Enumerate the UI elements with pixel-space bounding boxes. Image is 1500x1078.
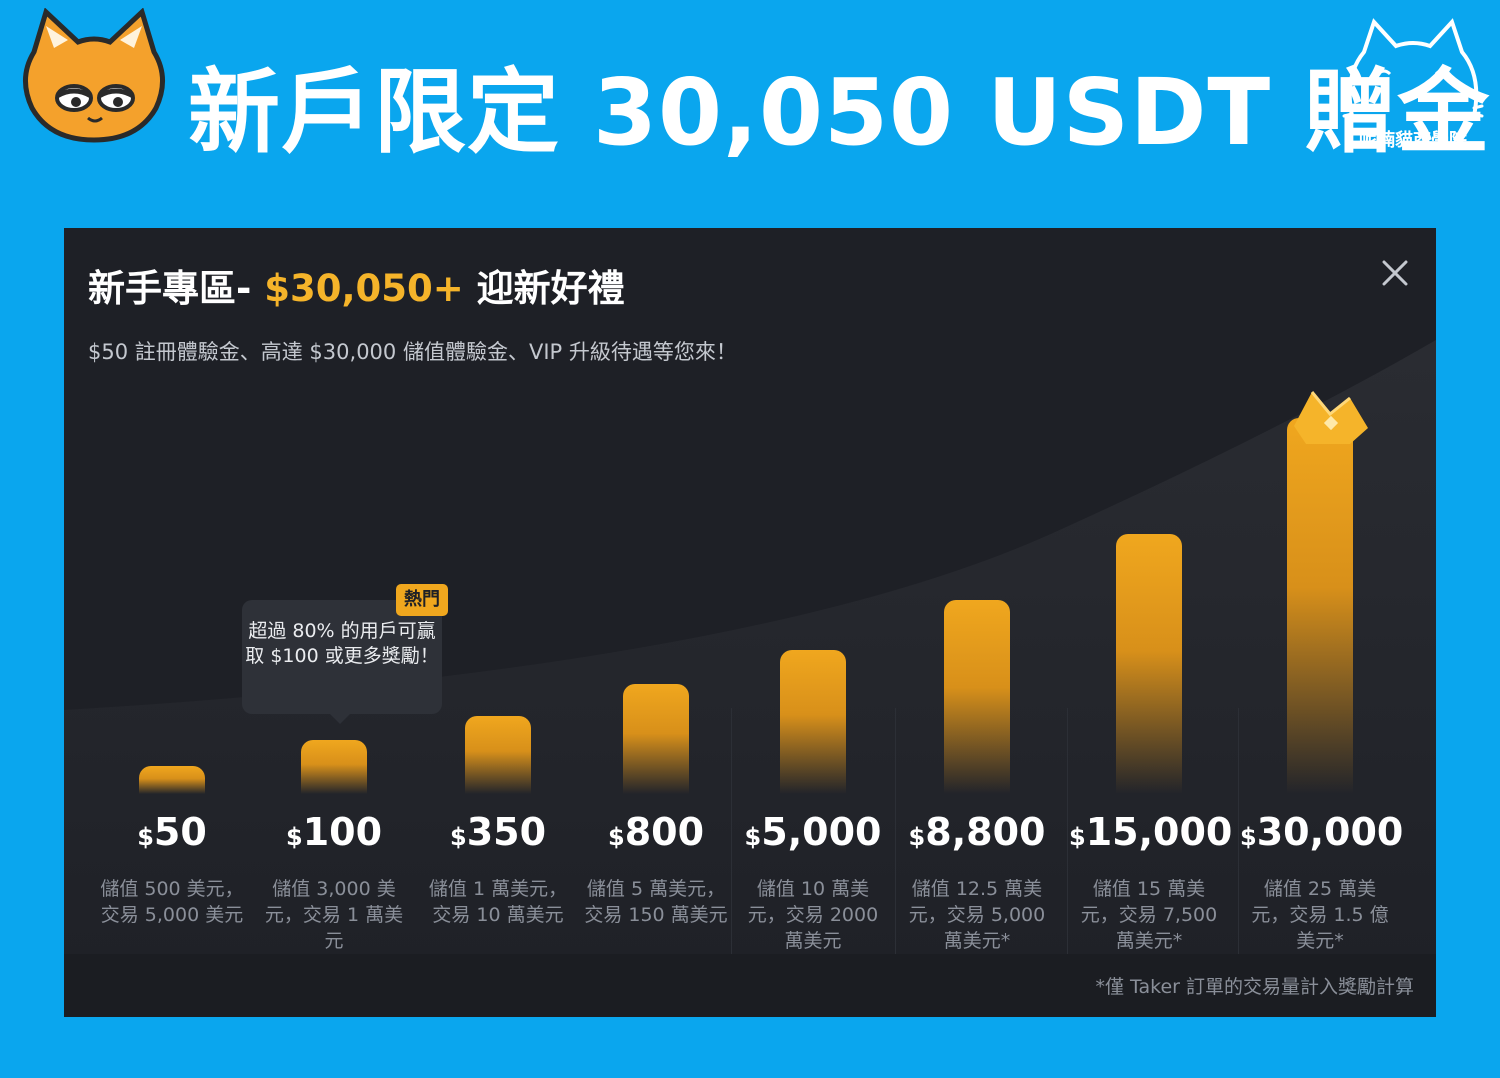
brand-logo: 呢喃貓商學院 — [1340, 16, 1486, 156]
bar-tier-8 — [1287, 418, 1353, 794]
heading-accent-amount: $30,050+ — [264, 267, 464, 310]
tier-value-4: $800 — [576, 810, 736, 854]
tier-description-1: 儲值 500 美元，交易 5,000 美元 — [100, 878, 244, 926]
banner-title: 新戶限定 30,050 USDT 贈金 — [188, 59, 1491, 166]
column-divider — [895, 708, 896, 954]
currency-symbol: $ — [744, 823, 762, 851]
tier-description-5: 儲值 10 萬美元，交易 2000 萬美元 — [747, 878, 879, 952]
currency-symbol: $ — [137, 823, 154, 851]
bar-tier-1 — [139, 766, 205, 794]
tier-amount: 100 — [302, 810, 383, 854]
currency-symbol: $ — [285, 823, 303, 851]
column-divider — [1067, 708, 1068, 954]
panel-subtitle: $50 註冊體驗金、高達 $30,000 儲值體驗金、VIP 升級待遇等您來！ — [88, 340, 737, 364]
tier-description-8: 儲值 25 萬美元，交易 1.5 億美元* — [1251, 878, 1389, 952]
bar-tier-3 — [465, 716, 531, 794]
bar-tier-2 — [301, 740, 367, 794]
tier-amount: 350 — [466, 810, 547, 854]
currency-symbol: $ — [1069, 823, 1086, 851]
currency-symbol: $ — [449, 823, 467, 851]
hot-badge: 熱門 — [396, 584, 448, 616]
newcomer-panel: 新手專區- $30,050+ 迎新好禮 $50 註冊體驗金、高達 $30,000… — [64, 228, 1436, 1017]
tier-value-8: $30,000 — [1240, 810, 1403, 854]
tier-value-5: $5,000 — [733, 810, 893, 854]
tier-amount: 30,000 — [1256, 810, 1404, 854]
cat-outline-icon — [1342, 18, 1484, 118]
heading-suffix: 迎新好禮 — [463, 267, 625, 310]
tier-description-4: 儲值 5 萬美元，交易 150 萬美元 — [584, 878, 728, 926]
heading-prefix: 新手專區- — [88, 267, 265, 310]
currency-symbol: $ — [1240, 823, 1257, 851]
footnote: *僅 Taker 訂單的交易量計入獎勵計算 — [1095, 976, 1414, 998]
tier-value-7: $15,000 — [1069, 810, 1232, 854]
tier-amount: 8,800 — [925, 810, 1046, 854]
column-divider — [1238, 708, 1239, 954]
tier-amount: 50 — [153, 810, 207, 854]
panel-heading: 新手專區- $30,050+ 迎新好禮 — [88, 258, 625, 312]
tier-description-6: 儲值 12.5 萬美元，交易 5,000 萬美元* — [908, 878, 1046, 952]
tier-description-2: 儲值 3,000 美元，交易 1 萬美元 — [264, 878, 404, 952]
tier-description-7: 儲值 15 萬美元，交易 7,500 萬美元* — [1080, 878, 1218, 952]
crown-icon — [1294, 391, 1368, 444]
tier-value-1: $50 — [92, 810, 252, 854]
brand-name: 呢喃貓商學院 — [1359, 130, 1467, 151]
cat-face-icon — [16, 7, 172, 148]
popular-tooltip: 超過 80% 的用戶可贏取 $100 或更多獎勵！ — [242, 600, 442, 724]
tier-amount: 800 — [624, 810, 705, 854]
tier-value-2: $100 — [254, 810, 414, 854]
tier-value-3: $350 — [418, 810, 578, 854]
bar-tier-4 — [623, 684, 689, 794]
close-icon[interactable] — [1380, 258, 1410, 288]
column-divider — [731, 708, 732, 954]
bar-tier-6 — [944, 600, 1010, 794]
panel-curve-background — [64, 340, 1436, 1017]
tier-value-6: $8,800 — [897, 810, 1057, 854]
tier-amount: 15,000 — [1085, 810, 1233, 854]
tier-description-3: 儲值 1 萬美元，交易 10 萬美元 — [428, 878, 568, 926]
currency-symbol: $ — [908, 823, 926, 851]
tier-amount: 5,000 — [761, 810, 882, 854]
bar-tier-5 — [780, 650, 846, 794]
bar-tier-7 — [1116, 534, 1182, 794]
currency-symbol: $ — [607, 823, 625, 851]
